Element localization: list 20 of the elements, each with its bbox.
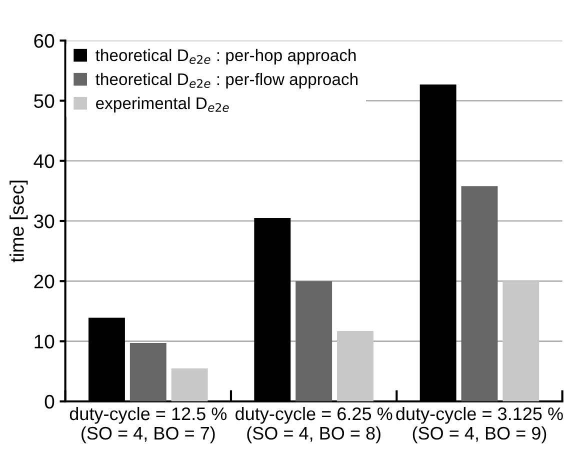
y-tick-label: 10 bbox=[34, 334, 54, 348]
legend-label: experimental D$_{e2e}$ bbox=[96, 96, 229, 112]
bar bbox=[461, 186, 498, 402]
y-tick-label: 40 bbox=[34, 154, 54, 168]
bar bbox=[130, 343, 166, 402]
bar bbox=[502, 281, 540, 402]
y-axis-title: time [sec] bbox=[10, 180, 28, 262]
legend-label: theoretical D$_{e2e}$ : per-flow approach bbox=[96, 72, 358, 88]
y-tick-label: 30 bbox=[34, 214, 54, 228]
bar bbox=[171, 368, 208, 402]
y-tick-label: 50 bbox=[34, 94, 54, 108]
y-tick-label: 60 bbox=[34, 34, 54, 48]
y-tick-label: 0 bbox=[44, 394, 54, 409]
x-tick-label: duty-cycle = 12.5 % (SO = 4, BO = 7) bbox=[70, 406, 227, 444]
x-tick-label: duty-cycle = 3.125 % (SO = 4, BO = 9) bbox=[396, 406, 563, 444]
y-tick-label: 20 bbox=[34, 274, 54, 288]
legend-label: theoretical D$_{e2e}$ : per-hop approach bbox=[96, 48, 356, 64]
bar bbox=[337, 331, 374, 402]
bar bbox=[296, 281, 332, 402]
x-tick-label: duty-cycle = 6.25 % (SO = 4, BO = 8) bbox=[236, 406, 392, 444]
